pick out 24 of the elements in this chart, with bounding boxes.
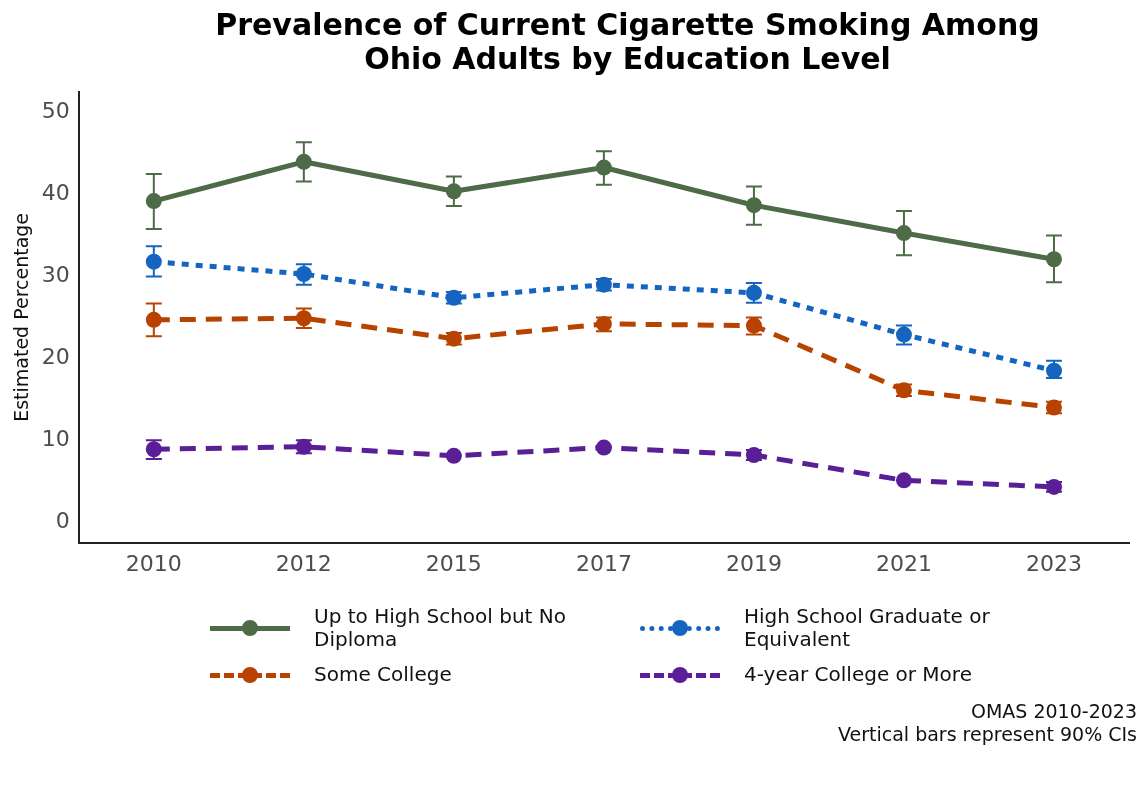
x-tick-label: 2010: [125, 550, 182, 576]
legend-label: 4-year College or More: [744, 662, 973, 686]
y-tick-label: 0: [55, 507, 70, 533]
text: Vertical bars represent 90% CIs: [837, 723, 1137, 746]
x-tick-label: 2012: [275, 550, 332, 576]
chart-title: Prevalence of Current Cigarette Smoking Among Ohio Adults by Education Level: [214, 7, 1041, 76]
x-tick-label: 2017: [575, 550, 632, 576]
legend-label: Some College: [314, 662, 453, 686]
y-axis-title: Estimated Percentage: [10, 212, 33, 422]
x-tick-label: 2021: [875, 550, 932, 576]
point: [445, 447, 462, 464]
x-tick-label: 2019: [725, 550, 782, 576]
point: [895, 472, 912, 489]
legend-label: Up to High School but No Diploma: [314, 604, 567, 651]
y-tick-label: 50: [41, 98, 70, 124]
y-tick-label: 10: [41, 425, 70, 451]
x-tick-label: 2023: [1025, 550, 1082, 576]
text: OMAS 2010-2023: [970, 700, 1137, 723]
point: [595, 439, 612, 456]
legend-label: High School Graduate or Equivalent: [744, 604, 991, 651]
y-tick-label: 20: [41, 344, 70, 370]
y-tick-label: 40: [41, 180, 70, 206]
x-tick-label: 2015: [425, 550, 482, 576]
y-tick-label: 30: [41, 262, 70, 288]
